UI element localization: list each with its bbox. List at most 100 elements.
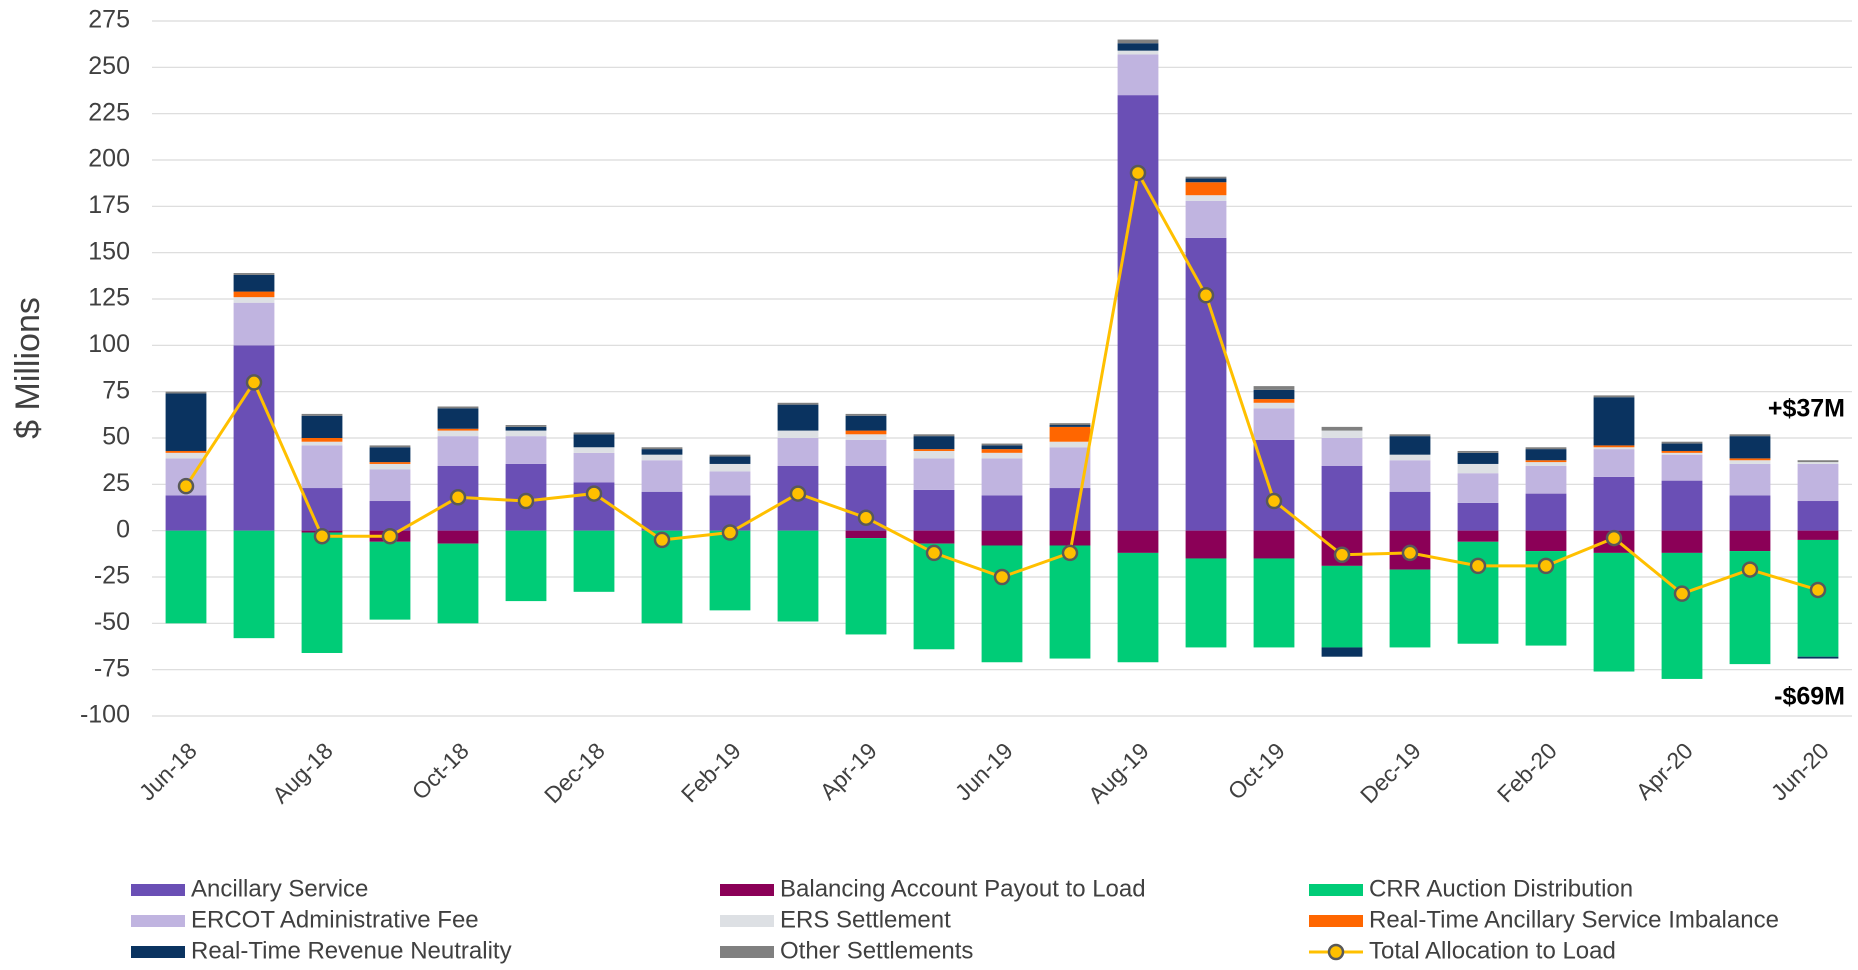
y-tick-label: 150 [88,237,130,265]
bar-segment [1525,449,1567,461]
bar-segment [1525,447,1567,450]
bar-segment [1253,399,1295,403]
bar-segment [1593,449,1635,477]
bar-segment [1117,95,1159,531]
bar-segment [1661,552,1703,679]
total-marker [177,477,195,495]
bar-segment [1457,452,1499,464]
bar-segment [1729,458,1771,461]
bar-segment [1797,539,1839,657]
bar-segment [913,543,955,650]
bar-segment [981,445,1023,450]
bar-segment [1457,541,1499,644]
bar-segment [1185,237,1227,531]
total-marker [1537,557,1555,575]
total-marker [245,374,263,391]
annotation: +$37M [1768,395,1845,423]
bar-segment [1661,450,1703,453]
bar-segment [165,530,207,624]
bar-segment [1253,558,1295,648]
bar-segment [573,452,615,483]
bar-segment [913,434,955,437]
bar-segment [437,408,479,429]
bar-segment [981,443,1023,446]
bar-segment [913,449,955,451]
x-tick-label: Apr-19 [815,737,882,804]
bar-segment [1185,530,1227,559]
y-tick-label: 50 [102,423,130,451]
bar-segment [777,430,819,438]
bar-segment [1661,480,1703,531]
bar-segment [437,428,479,431]
bar-segment [1525,462,1567,466]
bar-segment [709,463,751,472]
bar-segment [845,538,887,635]
bar-segment [1185,195,1227,201]
bar-segment [1049,426,1091,442]
y-tick-label: 250 [88,52,130,80]
bar-segment [913,530,955,544]
legend-label: Balancing Account Payout to Load [780,875,1146,902]
bar-segment [505,426,547,431]
x-tick-label: Feb-20 [1492,737,1562,807]
bar-segment [845,439,887,466]
total-marker [1129,164,1147,182]
bar-segment [641,460,683,492]
bar-segment [1389,434,1431,437]
bar-segment [369,469,411,502]
bar-segment [233,302,275,346]
x-tick-label: Dec-18 [539,737,610,808]
bar-segment [1661,441,1703,444]
bar-segment [301,445,343,489]
bar-segment [641,491,683,531]
bar-segment [1049,530,1091,546]
bar-segment [1525,530,1567,552]
x-tick-label: Jun-19 [950,737,1018,805]
x-tick-label: Jun-20 [1766,737,1834,805]
bar-segment [1525,493,1567,531]
x-tick-label: Aug-18 [267,737,338,808]
bar-segment [1117,39,1159,44]
total-marker [1061,544,1079,562]
y-tick-label: -75 [94,654,130,682]
bar-segment [1457,473,1499,503]
bar-segment [641,449,683,455]
total-marker [313,527,331,545]
legend-key [720,946,774,958]
bar-segment [233,345,275,531]
legend-key [131,915,185,927]
bar-segment [641,454,683,461]
bar-segment [233,273,275,275]
bar-segment [1457,502,1499,531]
bar-segment [233,530,275,639]
bar-segment [777,530,819,622]
bar-segment [1049,545,1091,659]
bar-segment [1321,426,1363,431]
bar-segment [301,488,343,531]
bar-segment [301,438,343,442]
y-tick-label: 125 [88,284,130,312]
x-tick-label: Oct-19 [1223,737,1290,804]
bar-segment [369,463,411,470]
bar-segment [777,402,819,405]
bar-segment [981,452,1023,459]
legend-key [1309,884,1363,896]
bar-segment [1593,445,1635,448]
bar-segment [1049,441,1091,448]
bar-segment [1729,434,1771,437]
bar-segment [1321,438,1363,466]
total-marker [381,527,399,545]
bar-segment [1321,465,1363,531]
y-tick-label: 275 [88,6,130,34]
bar-segment [233,291,275,298]
annotation: -$69M [1774,683,1845,711]
y-tick-label: 225 [88,98,130,126]
bar-segment [1049,423,1091,426]
bar-segment [301,413,343,416]
bar-segment [437,436,479,466]
bar-segment [1117,530,1159,553]
bar-segment [301,441,343,446]
total-marker [1265,492,1283,510]
bar-segment [437,543,479,624]
bar-segment [1797,501,1839,531]
